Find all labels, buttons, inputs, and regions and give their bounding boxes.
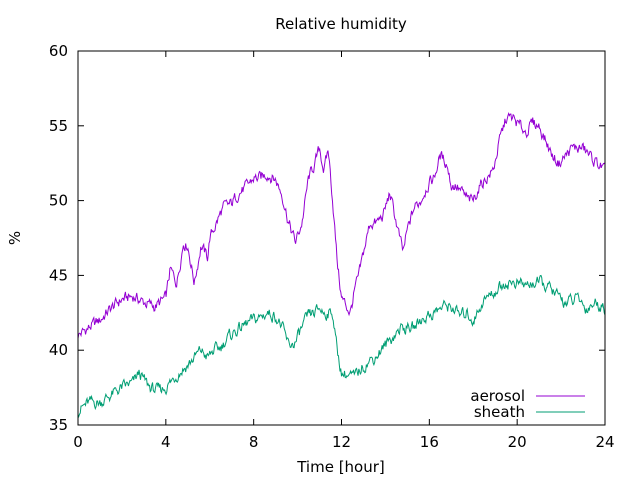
y-tick-label-0: 35 bbox=[49, 416, 68, 434]
legend-label-sheath: sheath bbox=[474, 403, 525, 421]
y-tick-label-4: 55 bbox=[49, 117, 68, 135]
y-tick-label-5: 60 bbox=[49, 42, 68, 60]
axis-ticks: 0 4 8 12 16 20 24 35 40 45 50 55 60 bbox=[49, 42, 615, 451]
chart-title: Relative humidity bbox=[275, 15, 407, 33]
series-layer bbox=[77, 112, 606, 418]
y-tick-label-1: 40 bbox=[49, 341, 68, 359]
x-tick-label-1: 4 bbox=[161, 433, 171, 451]
x-tick-label-3: 12 bbox=[332, 433, 351, 451]
x-tick-label-2: 8 bbox=[249, 433, 259, 451]
series-line-sheath bbox=[77, 274, 606, 418]
plot-frame bbox=[77, 50, 606, 426]
x-tick-label-4: 16 bbox=[420, 433, 439, 451]
y-tick-label-3: 50 bbox=[49, 192, 68, 210]
x-tick-label-6: 24 bbox=[595, 433, 614, 451]
legend-label-aerosol: aerosol bbox=[470, 387, 525, 405]
y-axis-label: % bbox=[6, 231, 24, 245]
x-tick-label-0: 0 bbox=[73, 433, 83, 451]
series-line-aerosol bbox=[77, 112, 606, 339]
y-tick-label-2: 45 bbox=[49, 266, 68, 284]
x-tick-label-5: 20 bbox=[508, 433, 527, 451]
x-axis-label: Time [hour] bbox=[296, 458, 385, 476]
